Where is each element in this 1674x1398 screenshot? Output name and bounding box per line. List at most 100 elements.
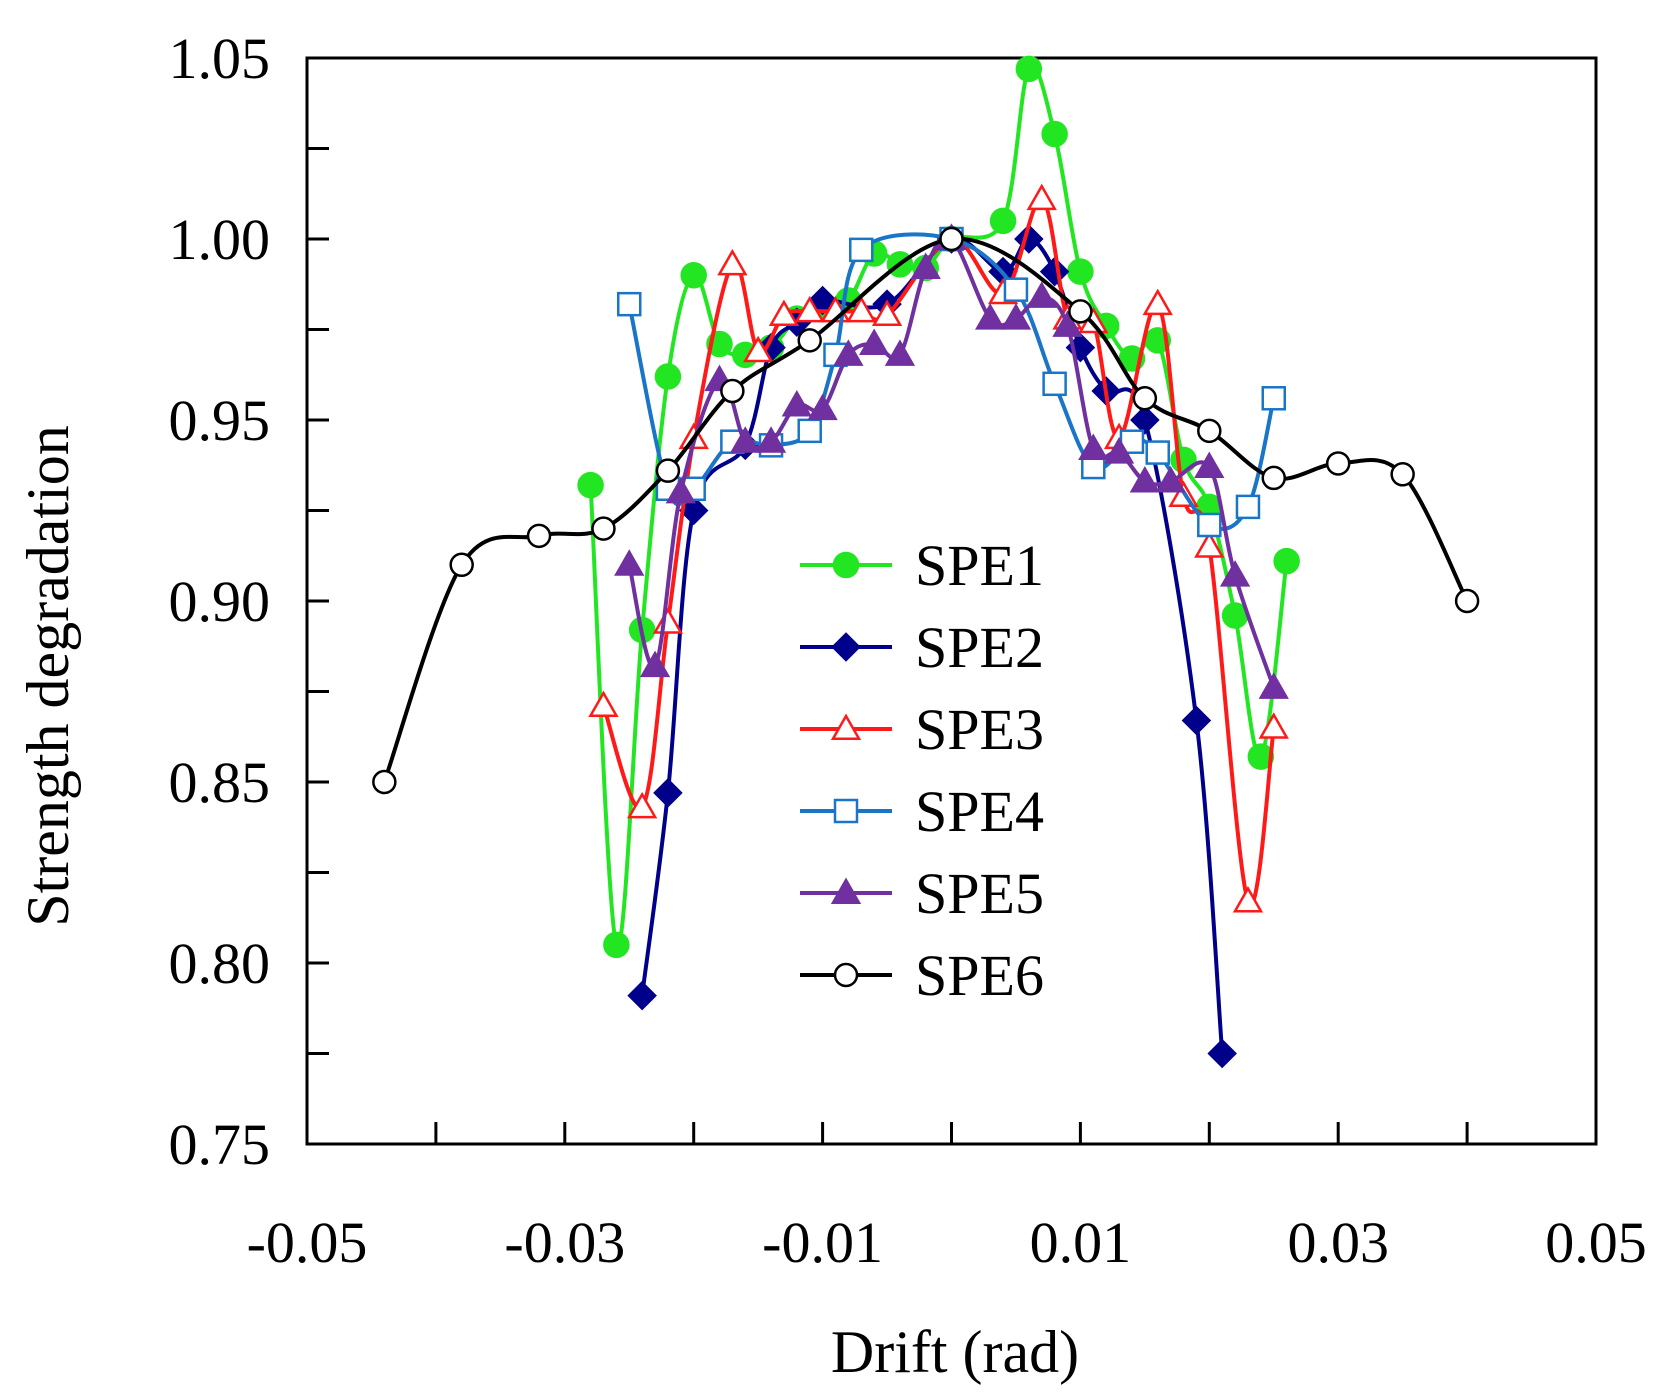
legend-label-spe6: SPE6: [915, 943, 1044, 1008]
data-point-spe5: [859, 328, 890, 355]
data-point-spe5: [975, 303, 1006, 330]
data-point-spe3: [1194, 531, 1225, 558]
data-point-spe5: [614, 549, 645, 576]
series-layer: [372, 55, 1480, 1069]
data-point-spe1: [654, 363, 682, 390]
data-point-spe6: [655, 458, 681, 483]
data-point-spe6: [939, 226, 964, 252]
data-point-spe5: [781, 390, 812, 417]
data-point-spe6: [720, 378, 745, 404]
data-point-spe1: [680, 261, 707, 289]
data-point-spe3: [1142, 288, 1173, 316]
data-point-spe1: [989, 207, 1017, 235]
legend-label-spe5: SPE5: [915, 861, 1044, 926]
data-point-spe5: [1155, 466, 1186, 493]
data-point-spe1: [1247, 743, 1275, 770]
legend-label-spe3: SPE3: [915, 697, 1044, 762]
data-point-spe6: [1197, 418, 1222, 444]
y-axis-label: Strength degradation: [15, 425, 81, 927]
data-point-spe2: [653, 778, 683, 808]
legend-marker-spe2: [831, 632, 861, 662]
data-point-spe5: [755, 426, 787, 453]
x-tick-label-0-05: -0.05: [247, 1210, 368, 1275]
data-point-spe3: [1026, 183, 1057, 211]
data-point-spe1: [603, 931, 630, 959]
y-tick-label-0-95: 0.95: [169, 388, 271, 453]
data-point-spe5: [1258, 672, 1289, 699]
data-point-spe5: [1000, 303, 1032, 330]
y-axis-ticks: 0.75 0.80 0.85 0.90 0.95 1.00 1.05: [169, 26, 329, 1177]
legend-item-spe1: SPE1: [800, 533, 1044, 598]
data-point-spe4: [1042, 371, 1067, 397]
data-point-spe3: [1258, 712, 1289, 739]
data-point-spe4: [1145, 440, 1170, 465]
legend-item-spe3: SPE3: [800, 697, 1044, 762]
data-point-spe4: [1003, 277, 1029, 302]
legend-marker-spe3: [830, 713, 862, 740]
data-point-spe5: [1026, 281, 1057, 308]
data-point-spe6: [372, 769, 397, 795]
legend-item-spe6: SPE6: [800, 943, 1044, 1008]
data-point-spe5: [665, 476, 696, 504]
data-point-spe3: [871, 299, 903, 327]
data-point-spe5: [1052, 310, 1083, 337]
data-point-spe6: [1132, 386, 1158, 411]
data-point-spe5: [1219, 560, 1251, 587]
data-point-spe5: [1194, 451, 1225, 479]
data-point-spe4: [797, 418, 822, 444]
data-point-spe1: [1015, 55, 1043, 83]
data-point-spe3: [794, 295, 825, 323]
data-point-spe1: [1041, 120, 1068, 148]
data-point-spe2: [1130, 405, 1160, 435]
data-point-spe5: [833, 339, 864, 366]
data-point-spe5: [1129, 466, 1161, 493]
data-point-spe3: [768, 299, 800, 327]
data-point-spe4: [1261, 386, 1286, 411]
data-point-spe5: [807, 393, 838, 421]
data-point-spe5: [639, 650, 671, 678]
x-tick-label-0-03: 0.03: [1287, 1210, 1389, 1275]
data-point-spe3: [1232, 885, 1264, 913]
data-point-spe5: [910, 252, 941, 279]
data-point-spe6: [1261, 465, 1286, 491]
x-axis-ticks: -0.05 -0.03 -0.01 0.01 0.03 0.05: [247, 1122, 1647, 1275]
legend-marker-spe5: [830, 877, 862, 904]
data-point-spe3: [626, 791, 658, 819]
series-spe5: [614, 223, 1289, 699]
y-tick-label-1-05: 1.05: [169, 26, 271, 91]
data-point-spe6: [591, 516, 616, 541]
data-point-spe1: [577, 471, 604, 499]
data-point-spe6: [449, 552, 474, 578]
series-line-spe3: [601, 197, 1276, 907]
legend-label-spe4: SPE4: [915, 779, 1044, 844]
data-point-spe2: [627, 980, 657, 1011]
series-spe6: [372, 226, 1480, 795]
legend-item-spe5: SPE5: [800, 861, 1044, 926]
y-tick-label-0-80: 0.80: [169, 931, 271, 996]
data-point-spe3: [717, 248, 748, 276]
x-axis-label: Drift (rad): [831, 1319, 1079, 1385]
legend-marker-spe6: [833, 962, 859, 988]
data-point-spe2: [807, 285, 838, 316]
data-point-spe3: [652, 607, 684, 634]
data-point-spe2: [1181, 705, 1212, 736]
data-point-spe1: [1067, 258, 1094, 285]
data-point-spe6: [1390, 462, 1415, 487]
data-point-spe2: [1207, 1038, 1237, 1069]
data-point-spe3: [742, 335, 774, 363]
data-point-spe1: [1273, 547, 1300, 575]
legend-label-spe2: SPE2: [915, 615, 1044, 680]
x-tick-label-0-01: 0.01: [1030, 1210, 1132, 1275]
data-point-spe6: [797, 328, 822, 353]
legend-item-spe4: SPE4: [800, 779, 1044, 844]
x-tick-label-0-01: -0.01: [762, 1210, 883, 1275]
legend-item-spe2: SPE2: [800, 615, 1044, 680]
data-point-spe6: [526, 523, 552, 549]
legend-marker-spe4: [833, 798, 859, 824]
data-point-spe5: [1078, 433, 1109, 460]
data-point-spe3: [846, 295, 877, 323]
data-point-spe6: [1325, 451, 1351, 476]
y-tick-label-0-85: 0.85: [169, 750, 271, 815]
y-tick-label-0-90: 0.90: [169, 569, 271, 634]
